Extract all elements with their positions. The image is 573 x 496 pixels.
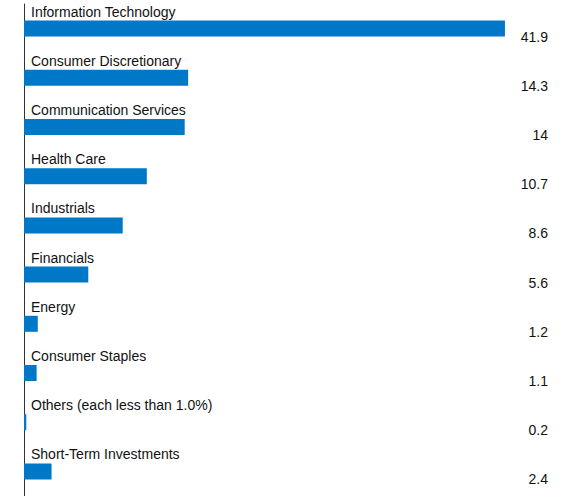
svg-text:Information Technology: Information Technology <box>31 4 176 20</box>
svg-text:8.6: 8.6 <box>529 225 549 241</box>
svg-text:14.3: 14.3 <box>521 78 548 94</box>
svg-text:Health Care: Health Care <box>31 151 106 167</box>
svg-text:Consumer Discretionary: Consumer Discretionary <box>31 53 181 69</box>
svg-text:14: 14 <box>532 127 548 143</box>
svg-text:Industrials: Industrials <box>31 200 95 216</box>
svg-text:10.7: 10.7 <box>521 176 548 192</box>
svg-text:2.4: 2.4 <box>529 471 549 487</box>
svg-text:Others (each less than 1.0%): Others (each less than 1.0%) <box>31 397 212 413</box>
svg-text:5.6: 5.6 <box>529 275 549 291</box>
svg-text:1.2: 1.2 <box>529 324 549 340</box>
svg-text:0.2: 0.2 <box>529 422 549 438</box>
svg-text:Energy: Energy <box>31 299 75 315</box>
svg-text:Financials: Financials <box>31 250 94 266</box>
svg-text:Consumer Staples: Consumer Staples <box>31 348 146 364</box>
svg-text:41.9: 41.9 <box>521 29 548 45</box>
svg-text:Short-Term Investments: Short-Term Investments <box>31 446 180 462</box>
svg-text:1.1: 1.1 <box>529 373 549 389</box>
svg-text:Communication Services: Communication Services <box>31 102 186 118</box>
